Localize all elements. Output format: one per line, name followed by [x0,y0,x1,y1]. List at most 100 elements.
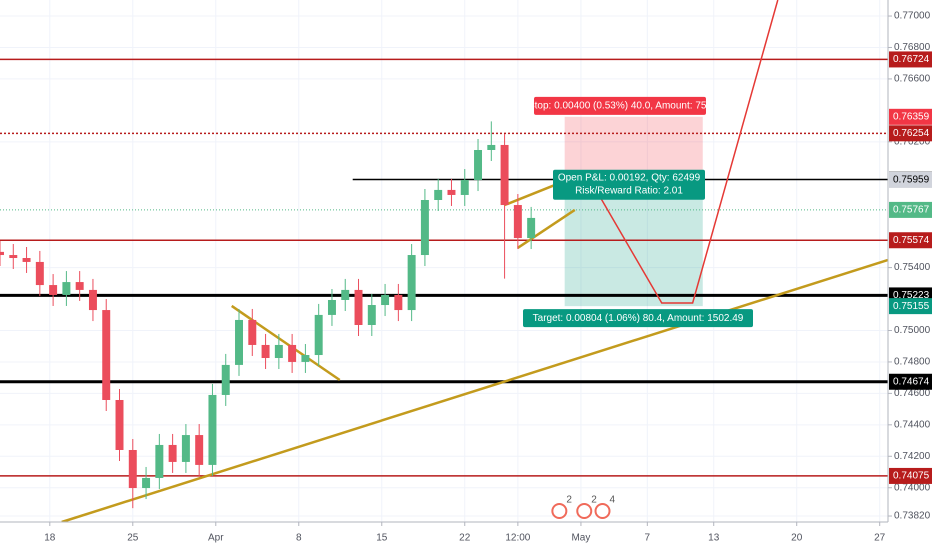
projection-line [597,0,779,304]
trend-line [504,183,556,207]
y-tick-label: 0.76200 [894,136,931,147]
y-tick-label: 0.76600 [894,74,931,85]
candle-body [221,364,230,395]
candle-body [102,310,111,400]
candle-body [168,444,177,462]
target-zone [564,179,703,307]
event-icon [576,503,593,519]
candle-body [367,305,376,325]
candle-body [288,344,297,362]
event-label: 2 [566,495,572,506]
candle-body [208,394,217,465]
price-badge-label: 0.76359 [893,111,930,122]
x-tick-label: 22 [459,533,471,544]
event-label: 2 [591,495,597,506]
y-tick-label: 0.74400 [894,419,931,430]
price-badge [889,171,932,188]
candle-body [9,255,18,259]
price-badge [889,232,932,249]
y-tick-label: 0.74800 [894,357,931,368]
candle-body [394,294,403,311]
y-tick-label: 0.73820 [894,511,931,522]
candle-body [274,344,283,359]
x-tick-label: 18 [44,533,56,544]
price-badge [889,201,932,218]
y-tick-label: 0.75000 [894,325,931,336]
candle-body [487,144,496,150]
trend-line [61,258,889,524]
price-badge-label: 0.75959 [893,174,930,185]
candle-body [354,289,363,325]
target-label: Target: 0.00804 (1.06%) 80.4, Amount: 15… [533,313,744,324]
x-tick-label: Apr [208,533,224,544]
x-tick-label: 27 [874,533,886,544]
candle-body [49,285,58,295]
event-icon [551,503,568,519]
candle-body [35,261,44,286]
y-tick-label: 0.74000 [894,482,931,493]
candle-body [235,319,243,365]
candle-body [474,149,483,181]
candle-body [500,144,509,206]
pnl-box [553,169,705,200]
y-tick-label: 0.74600 [894,388,931,399]
price-badge [889,51,932,68]
candle-body [0,251,4,256]
target-label-box [523,309,753,328]
price-badge-label: 0.74075 [893,471,930,482]
y-tick-label: 0.74200 [894,451,931,462]
x-tick-label: May [571,533,590,544]
x-tick-label: 7 [645,533,651,544]
x-tick-label: 20 [791,533,803,544]
time-axis [0,522,888,550]
stop-label-box [534,96,706,115]
x-tick-label: 13 [708,533,720,544]
y-tick-label: 0.76800 [894,42,931,53]
candle-body [181,435,190,462]
candle-body [248,319,257,345]
candle-body [447,189,456,195]
candle-body [301,355,310,362]
pnl-label: Open P&L: 0.00192, Qty: 62499 [558,172,701,183]
price-badge-label: 0.75574 [893,235,930,246]
candle-body [75,282,84,290]
event-icon [594,503,611,519]
candle-body [62,282,71,295]
x-tick-label: 12:00 [505,533,530,544]
candle-body [341,289,350,300]
price-axis [888,0,932,550]
candle-body [460,180,469,195]
candle-body [142,477,151,489]
price-badge-label: 0.75155 [893,301,930,312]
candle-body [155,444,164,478]
candle-body [115,399,124,450]
candle-body [434,189,443,200]
price-badge-label: 0.74674 [893,376,930,387]
candle-body [22,258,31,262]
price-badge [889,467,932,484]
price-badge-label: 0.75767 [893,205,930,216]
y-tick-label: 0.77000 [894,11,931,22]
x-tick-label: 15 [376,533,388,544]
price-badge-label: 0.76254 [893,128,930,139]
rr-label: Risk/Reward Ratio: 2.01 [575,185,683,196]
x-tick-label: 8 [296,533,302,544]
price-badge-label: 0.75223 [893,290,930,301]
candle-body [513,205,522,239]
price-badge [889,125,932,142]
candle-body [195,435,204,465]
price-badge [889,373,932,390]
price-badge [889,298,932,315]
stop-zone [564,116,703,180]
price-badge [889,108,932,125]
candle-body [128,449,137,489]
candle-body [407,255,416,311]
price-badge-label: 0.76724 [893,54,930,65]
trend-line [231,304,341,382]
candle-body [527,217,536,239]
candle-body [314,314,323,356]
stop-label: Stop: 0.00400 (0.53%) 40.0, Amount: 750 [528,100,712,111]
candle-body [88,289,97,311]
